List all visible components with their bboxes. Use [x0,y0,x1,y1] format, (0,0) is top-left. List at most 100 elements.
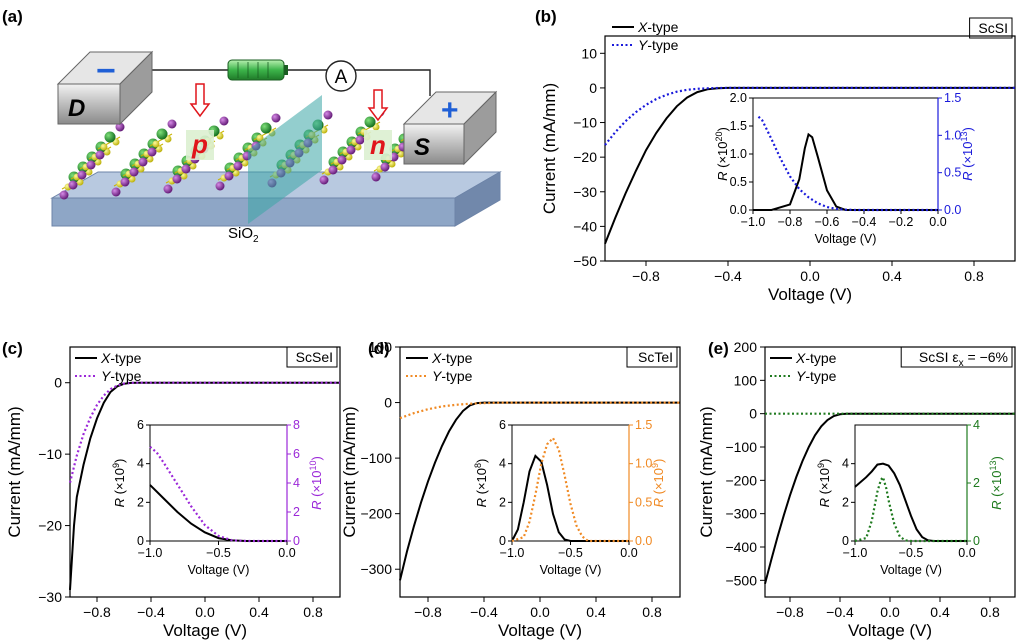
series-line-y-type [399,401,680,420]
source-electrode: S + [402,90,498,166]
series-line-x-type [764,412,1015,584]
legend-label: Y-type [796,368,837,384]
y-tick-label: −400 [725,539,757,555]
inset-y-tick-label-right: 0.0 [635,534,652,548]
inset-y-tick-label-left: 4 [499,457,506,471]
n-region-label: n [370,130,386,160]
scandium-atom [260,122,272,134]
p-region-label: p [191,129,208,159]
x-tick-label: 0.0 [880,604,900,620]
substrate-label: SiO [228,225,253,242]
inset-chart: −1.0 −0.5 0.0 Voltage (V) 0 2 4 6 0.0 0.5 1.0 1.5 R … [473,418,666,577]
material-label: ScSI εx = −6% [919,349,1008,369]
y-tick-label: −10 [38,446,62,462]
inset-y-tick-label-right: 0 [973,534,980,548]
iodine-atom [346,145,356,155]
iodine-atom [129,167,139,177]
inset-frame [854,424,968,542]
substrate-subscript: 2 [253,234,259,245]
n-region-box [364,130,392,160]
inset-x-tick-label: −1.0 [500,546,525,560]
inset-x-axis-label: Voltage (V) [188,563,250,577]
panel-label: (c) [2,339,23,358]
iodine-atom [337,155,347,165]
device-schematic: (a) SiO2 A [2,7,502,245]
inset-y-tick-label-right: 2 [293,505,300,519]
iodine-atom [77,170,87,180]
p-doping-arrow-icon [189,83,211,118]
x-axis-label: Voltage (V) [163,621,247,640]
legend-label: X-type [431,350,473,366]
inset-x-tick-label: 0.0 [620,546,637,560]
inset-y-tick-label-right: 0 [293,534,300,548]
x-tick-label: −0.4 [137,604,165,620]
y-tick-label: 0 [54,375,62,391]
x-tick-label: −0.4 [714,268,742,284]
iodine-atom [95,150,105,160]
x-tick-label: −0.4 [470,604,498,620]
svg-text:SiO2: SiO2 [228,225,259,245]
inset-y-label-left: R (×1020) [714,127,730,181]
inset-x-tick-label: −0.5 [558,546,583,560]
iodine-atom [323,110,333,120]
chart-panel-e: (e)−0.8 −0.4 0.0 0.4 0.82001000−100−200−300−… [697,339,1016,640]
y-tick-label: 10 [581,45,597,61]
chart-panel-c: (c) −0.8 −0.4 0.0 0.4 0.8 0 −10 −20 −30 Voltage (V… [2,339,341,640]
y-tick-label: −100 [725,439,757,455]
x-tick-label: 0.8 [964,268,984,284]
x-axis-label: Voltage (V) [768,285,852,304]
x-tick-label: −0.8 [83,604,111,620]
x-tick-label: 0.0 [195,604,215,620]
inset-y-tick-label-left: 2 [499,495,506,509]
inset-x-tick-label: −0.5 [206,546,231,560]
inset-y-tick-label-left: 6 [137,418,144,432]
series-line-x-type [399,401,680,581]
material-box [626,346,678,368]
iodine-atom [181,164,191,174]
y-axis-label: Current (mA/mm) [540,83,559,214]
y-axis-label: Current (mA/mm) [5,406,24,537]
inset-x-tick-label: −1.0 [138,546,163,560]
inset-y-tick-label-right: 0.5 [944,166,961,180]
ammeter-icon: A [325,60,357,92]
x-tick-label: 0.4 [249,604,269,620]
ammeter-label: A [335,67,348,88]
x-tick-label: 0.8 [303,604,323,620]
y-tick-label: −40 [573,218,597,234]
material-box [969,17,1013,39]
x-tick-label: 0.4 [882,268,902,284]
scandium-atom [156,128,168,140]
y-tick-label: 0 [749,406,757,422]
inset-frame [511,424,630,542]
inset-y-tick-label-right: 2 [973,476,980,490]
inset-x-tick-label: −0.2 [889,215,914,229]
minus-sign: − [96,52,116,90]
x-axis-label: Voltage (V) [848,621,932,640]
inset-resistance-y-type [149,445,287,543]
inset-y-tick-label-left: 0 [499,534,506,548]
inset-x-tick-label: −1.0 [741,215,766,229]
x-tick-label: 0.0 [530,604,550,620]
material-box [900,346,1013,368]
inset-x-axis-label: Voltage (V) [540,563,602,577]
inset-y-tick-label-left: 4 [842,457,849,471]
inset-x-tick-label: −0.5 [899,546,924,560]
inset-resistance-x-type [753,132,938,211]
inset-y-tick-label-right: 8 [293,418,300,432]
inset-resistance-y-type [511,436,629,543]
inset-y-tick-label-left: 2 [137,495,144,509]
inset-y-tick-label-right: 1.0 [944,128,961,142]
x-axis-label: Voltage (V) [498,621,582,640]
iodine-atom [120,177,130,187]
material-box [286,346,338,368]
scandium-atom [104,131,116,143]
iodine-atom [59,190,69,200]
y-tick-label: −200 [725,472,757,488]
panel-label: (d) [368,339,390,358]
inset-x-tick-label: −0.8 [778,215,803,229]
y-tick-label: −100 [360,450,392,466]
inset-frame [752,97,939,211]
sio2-substrate: SiO2 [50,171,502,245]
x-tick-label: 0.4 [586,604,606,620]
inset-y-tick-label-left: 2.0 [730,91,747,105]
